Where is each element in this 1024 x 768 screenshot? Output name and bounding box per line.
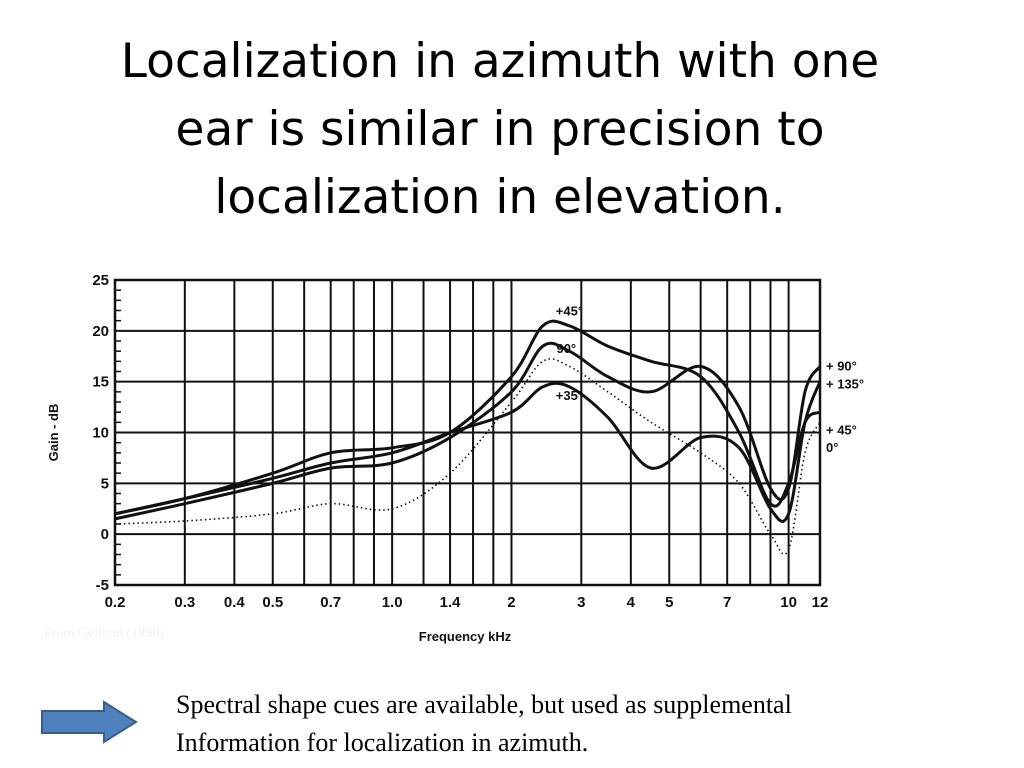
caption-line: Spectral shape cues are available, but u…	[176, 690, 792, 719]
right-curve-label: + 90°	[826, 358, 857, 373]
series-line-135	[114, 381, 822, 523]
x-tick-label: 4	[627, 594, 636, 611]
y-tick-label: -5	[96, 577, 109, 594]
x-tick-label: 10	[780, 594, 797, 611]
caption-line: Information for localization in azimuth.	[176, 728, 589, 757]
y-tick-label: 10	[92, 425, 109, 442]
series-line-45	[114, 319, 821, 516]
title-line: localization in elevation.	[214, 170, 786, 225]
y-tick-label: 20	[92, 323, 109, 340]
x-tick-label: 1.0	[382, 594, 403, 611]
y-axis-title: Gain - dB	[46, 404, 61, 462]
curve-label: 90°	[556, 341, 576, 356]
series-line-90	[114, 341, 822, 521]
x-tick-label: 1.4	[440, 594, 462, 611]
title-line: ear is similar in precision to	[175, 102, 825, 157]
x-tick-label: 0.3	[174, 594, 195, 611]
y-tick-label: 15	[92, 374, 109, 391]
curve-label: +45°	[556, 304, 583, 319]
x-tick-label: 12	[812, 594, 829, 611]
right-arrow-icon	[41, 700, 138, 744]
x-tick-label: 0.2	[105, 594, 126, 611]
series-line-0	[114, 358, 821, 556]
x-axis-title: Frequency kHz	[419, 629, 512, 644]
x-tick-label: 7	[723, 594, 731, 611]
right-curve-label: 0°	[826, 440, 838, 455]
right-curve-label: + 45°	[826, 422, 857, 437]
x-tick-label: 3	[577, 594, 585, 611]
y-tick-label: 25	[92, 272, 109, 289]
x-tick-label: 5	[665, 594, 673, 611]
x-tick-label: 0.4	[224, 594, 246, 611]
curve-label: +35°	[556, 388, 583, 403]
arrow-shape	[41, 700, 138, 744]
slide-title: Localization in azimuth with one ear is …	[60, 28, 940, 232]
x-tick-label: 0.7	[320, 594, 341, 611]
x-tick-label: 0.5	[262, 594, 283, 611]
gain-frequency-chart: 25 20 15 10 5 0 -50.2 0.3 0.4 0.5 0.7 1.0 1.4 2 3 4 5 7 10…	[46, 272, 864, 644]
x-tick-label: 2	[507, 594, 515, 611]
source-note: From Gelfand (1998)	[44, 626, 164, 641]
y-tick-label: 0	[101, 526, 109, 543]
y-tick-label: 5	[101, 475, 109, 492]
title-line: Localization in azimuth with one	[120, 34, 880, 89]
caption: Spectral shape cues are available, but u…	[176, 686, 1006, 762]
right-curve-label: + 135°	[826, 377, 864, 392]
